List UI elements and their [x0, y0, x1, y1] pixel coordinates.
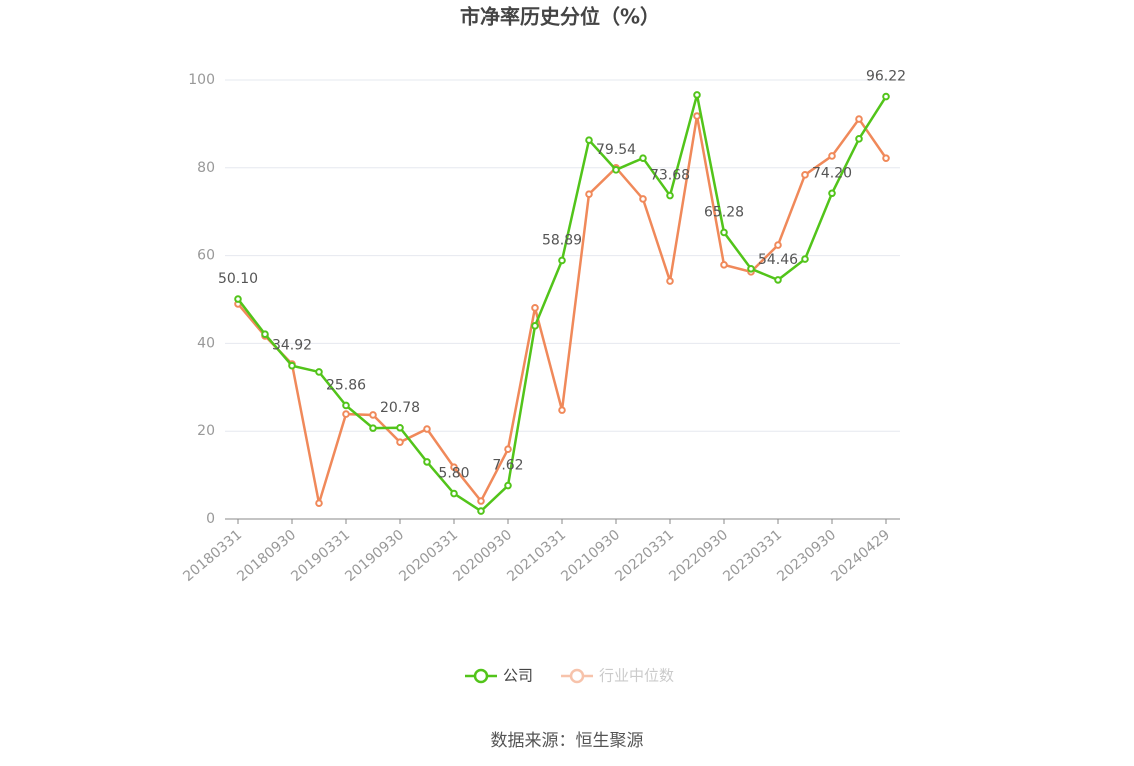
data-point — [531, 304, 539, 312]
data-label: 54.46 — [758, 252, 798, 268]
data-point — [882, 92, 890, 101]
data-point — [774, 276, 782, 284]
data-point — [585, 136, 593, 144]
data-point — [612, 166, 620, 174]
data-point — [369, 424, 377, 432]
data-point — [801, 171, 809, 179]
x-tick-label: 20220930 — [666, 527, 731, 585]
data-point — [666, 277, 674, 285]
data-point — [477, 497, 485, 505]
data-point — [396, 438, 404, 446]
x-tick-label: 20220331 — [612, 527, 677, 585]
data-point — [855, 115, 863, 123]
legend-item: 行业中位数 — [561, 667, 674, 685]
legend-marker — [473, 668, 489, 684]
data-point — [639, 154, 647, 162]
y-tick-label: 60 — [197, 248, 215, 264]
data-label: 74.20 — [812, 165, 852, 181]
data-point — [720, 261, 728, 269]
data-point — [747, 264, 755, 273]
data-point — [828, 189, 836, 198]
series — [234, 112, 890, 507]
x-tick-label: 20190331 — [288, 527, 353, 585]
data-label: 65.28 — [704, 204, 744, 220]
data-point — [342, 410, 350, 418]
data-label: 5.80 — [438, 466, 469, 482]
chart-title: 市净率历史分位（%） — [460, 5, 660, 29]
data-point — [450, 489, 458, 498]
data-point — [369, 411, 377, 419]
x-tick-label: 20230930 — [774, 527, 839, 585]
data-label: 25.86 — [326, 377, 366, 393]
data-point — [693, 91, 701, 99]
data-label: 50.10 — [218, 271, 258, 287]
data-point — [666, 191, 674, 200]
x-tick-label: 20180331 — [180, 527, 245, 585]
x-tick-label: 20210331 — [504, 527, 569, 585]
data-point — [450, 463, 458, 471]
data-point — [288, 361, 296, 370]
data-label: 34.92 — [272, 338, 312, 354]
x-tick-label: 20190930 — [342, 527, 407, 585]
data-label: 7.62 — [492, 458, 523, 474]
data-point — [774, 241, 782, 249]
data-label: 73.68 — [650, 168, 690, 184]
data-point — [558, 256, 566, 265]
x-tick-label: 20180930 — [234, 527, 299, 585]
data-point — [585, 190, 593, 198]
data-label: 20.78 — [380, 400, 420, 416]
y-tick-label: 20 — [197, 423, 215, 439]
legend-text: 行业中位数 — [599, 667, 674, 685]
x-tick-label: 20200331 — [396, 527, 461, 585]
data-point — [477, 507, 485, 515]
y-tick-label: 0 — [206, 511, 215, 527]
x-tick-label: 20200930 — [450, 527, 515, 585]
data-point — [342, 401, 350, 410]
x-tick-label: 20230331 — [720, 527, 785, 585]
data-label: 58.89 — [542, 232, 582, 248]
data-point — [693, 112, 701, 120]
series — [234, 91, 890, 515]
data-point — [558, 406, 566, 414]
data-point — [504, 481, 512, 490]
data-point — [720, 228, 728, 237]
y-tick-label: 100 — [188, 72, 215, 88]
data-point — [882, 154, 890, 162]
data-point — [423, 425, 431, 433]
series-line — [237, 115, 888, 504]
x-tick-label: 20240429 — [828, 527, 893, 585]
data-point — [531, 322, 539, 330]
data-point — [801, 255, 809, 263]
legend-text: 公司 — [503, 667, 533, 685]
data-label: 79.54 — [596, 142, 636, 158]
data-point — [315, 499, 323, 507]
legend-marker — [569, 668, 585, 684]
y-tick-label: 40 — [197, 335, 215, 351]
data-point — [396, 423, 404, 432]
data-label: 96.22 — [866, 69, 906, 85]
data-point — [504, 445, 512, 453]
y-tick-label: 80 — [197, 160, 215, 176]
legend-item: 公司 — [465, 667, 533, 685]
data-point — [315, 368, 323, 376]
data-point — [828, 152, 836, 160]
source-note: 数据来源：恒生聚源 — [491, 731, 644, 751]
data-point — [261, 330, 269, 338]
data-point — [423, 458, 431, 466]
x-tick-label: 20210930 — [558, 527, 623, 585]
data-point — [855, 135, 863, 143]
data-point — [234, 295, 242, 303]
data-point — [639, 195, 647, 203]
